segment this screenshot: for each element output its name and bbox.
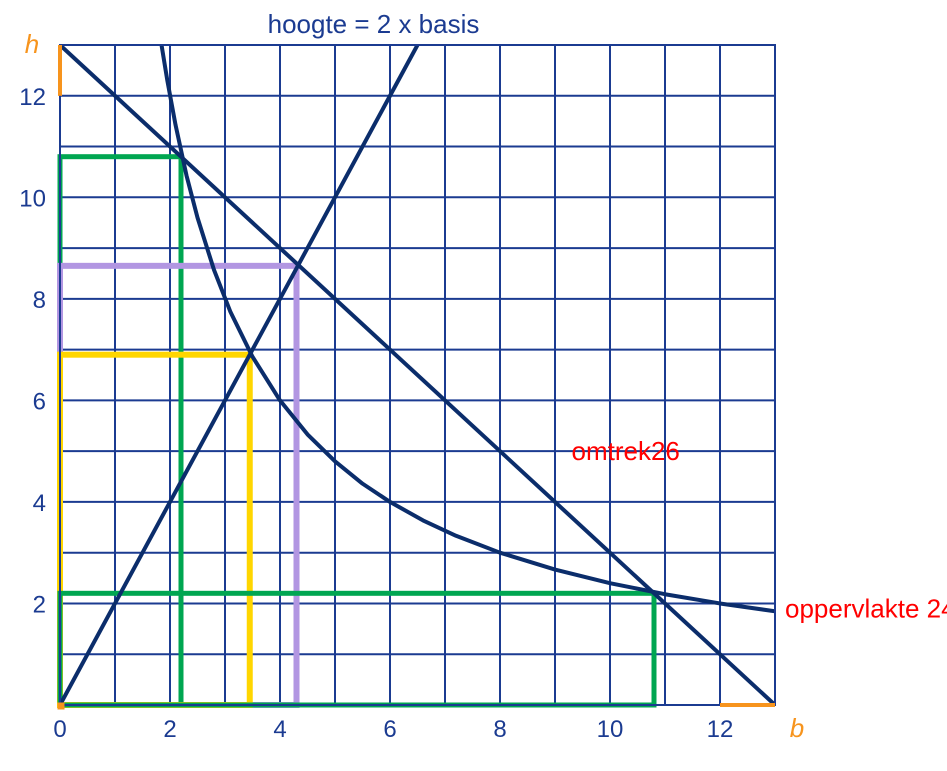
chart-title: hoogte = 2 x basis — [268, 9, 480, 39]
x-tick-label: 8 — [493, 716, 506, 743]
annotation-0: omtrek26 — [572, 436, 680, 466]
x-tick-label: 12 — [707, 716, 734, 743]
x-tick-label: 2 — [163, 716, 176, 743]
y-tick-label: 6 — [33, 388, 46, 415]
x-tick-label: 10 — [597, 716, 624, 743]
y-axis-label: h — [25, 29, 39, 59]
chart-container: 0 2 4 6 8 10 12 2 4 6 8 10 12 h b hoogte = 2 x basis omt… — [0, 0, 947, 771]
y-tick-label: 2 — [33, 591, 46, 618]
chart-svg: 0 2 4 6 8 10 12 2 4 6 8 10 12 h b hoogte = 2 x basis omt… — [0, 0, 947, 771]
x-tick-label: 6 — [383, 716, 396, 743]
x-tick-label: 0 — [53, 716, 66, 743]
y-tick-label: 12 — [19, 84, 46, 111]
y-tick-label: 10 — [19, 185, 46, 212]
x-tick-label: 4 — [273, 716, 286, 743]
y-tick-label: 8 — [33, 287, 46, 314]
annotation-1: oppervlakte 24 — [785, 594, 947, 624]
y-tick-label: 4 — [33, 490, 46, 517]
x-axis-label: b — [790, 713, 804, 743]
rect-orange-origin — [58, 703, 64, 709]
